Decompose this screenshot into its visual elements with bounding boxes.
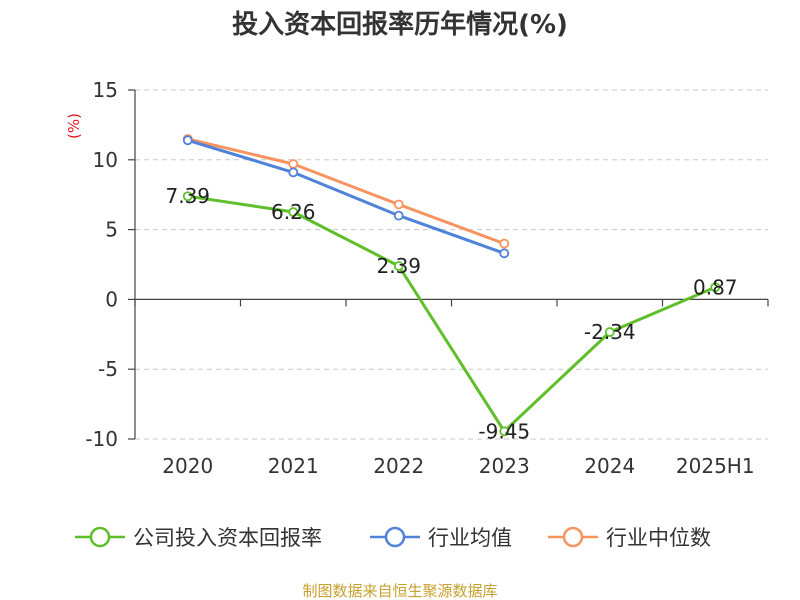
data-point [182,191,193,202]
source-note: 制图数据来自恒生聚源数据库 [302,582,497,600]
series-line-1 [187,138,505,255]
legend-item: 公司投入资本回报率 [75,526,322,550]
y-tick-label: 15 [93,78,118,102]
legend-label: 公司投入资本回报率 [133,526,322,550]
x-tick-label: 2020 [162,454,213,478]
data-point [288,159,299,169]
legend-label: 行业中位数 [606,526,711,550]
legend-swatch-marker [89,526,111,548]
legend-item: 行业均值 [370,526,512,550]
y-tick-label: 0 [105,287,118,311]
data-point [393,210,404,221]
chart-title: 投入资本回报率历年情况(%) [232,9,568,40]
y-tick-label: 10 [93,148,118,172]
axes [128,89,769,440]
data-point [393,261,404,271]
data-label: -9.45 [478,419,530,443]
x-tick-labels: 2020 2021 2022 2023 2024 2025H1 [162,454,754,478]
data-label: 6.26 [271,200,316,224]
data-point [604,327,615,337]
x-tick-label: 2024 [584,454,635,478]
data-point [499,248,510,259]
data-labels: 7.39 6.26 2.39 -9.45 -2.34 0.87 [165,184,737,443]
y-axis-unit: (%) [65,113,83,139]
y-tick-label: -10 [85,427,118,451]
data-label: 2.39 [376,254,421,278]
data-point [288,167,299,178]
legend-swatch-marker [562,526,584,548]
data-label: 0.87 [693,275,738,299]
data-point [393,199,404,210]
y-tick-label: -5 [98,357,118,381]
x-tick-label: 2025H1 [676,454,755,478]
data-label: 7.39 [165,184,210,208]
legend-swatch-marker [384,526,406,548]
data-point [288,207,299,217]
series-line-2 [187,137,505,246]
y-tick-labels: 15 10 5 0 -5 -10 [85,78,118,451]
x-tick-label: 2021 [268,454,319,478]
data-point [710,282,721,293]
data-label: -2.34 [584,320,636,344]
legend-label: 行业均值 [428,526,512,550]
data-point [499,238,510,249]
x-tick-label: 2022 [373,454,424,478]
x-tick-label: 2023 [479,454,530,478]
legend: 公司投入资本回报率 行业均值 行业中位数 [75,526,711,550]
gridlines [135,89,768,440]
series-group [182,133,721,437]
data-point [499,426,510,437]
data-point [182,135,193,146]
legend-item: 行业中位数 [548,526,711,550]
series-line-0 [187,194,716,433]
y-tick-label: 5 [105,218,118,242]
